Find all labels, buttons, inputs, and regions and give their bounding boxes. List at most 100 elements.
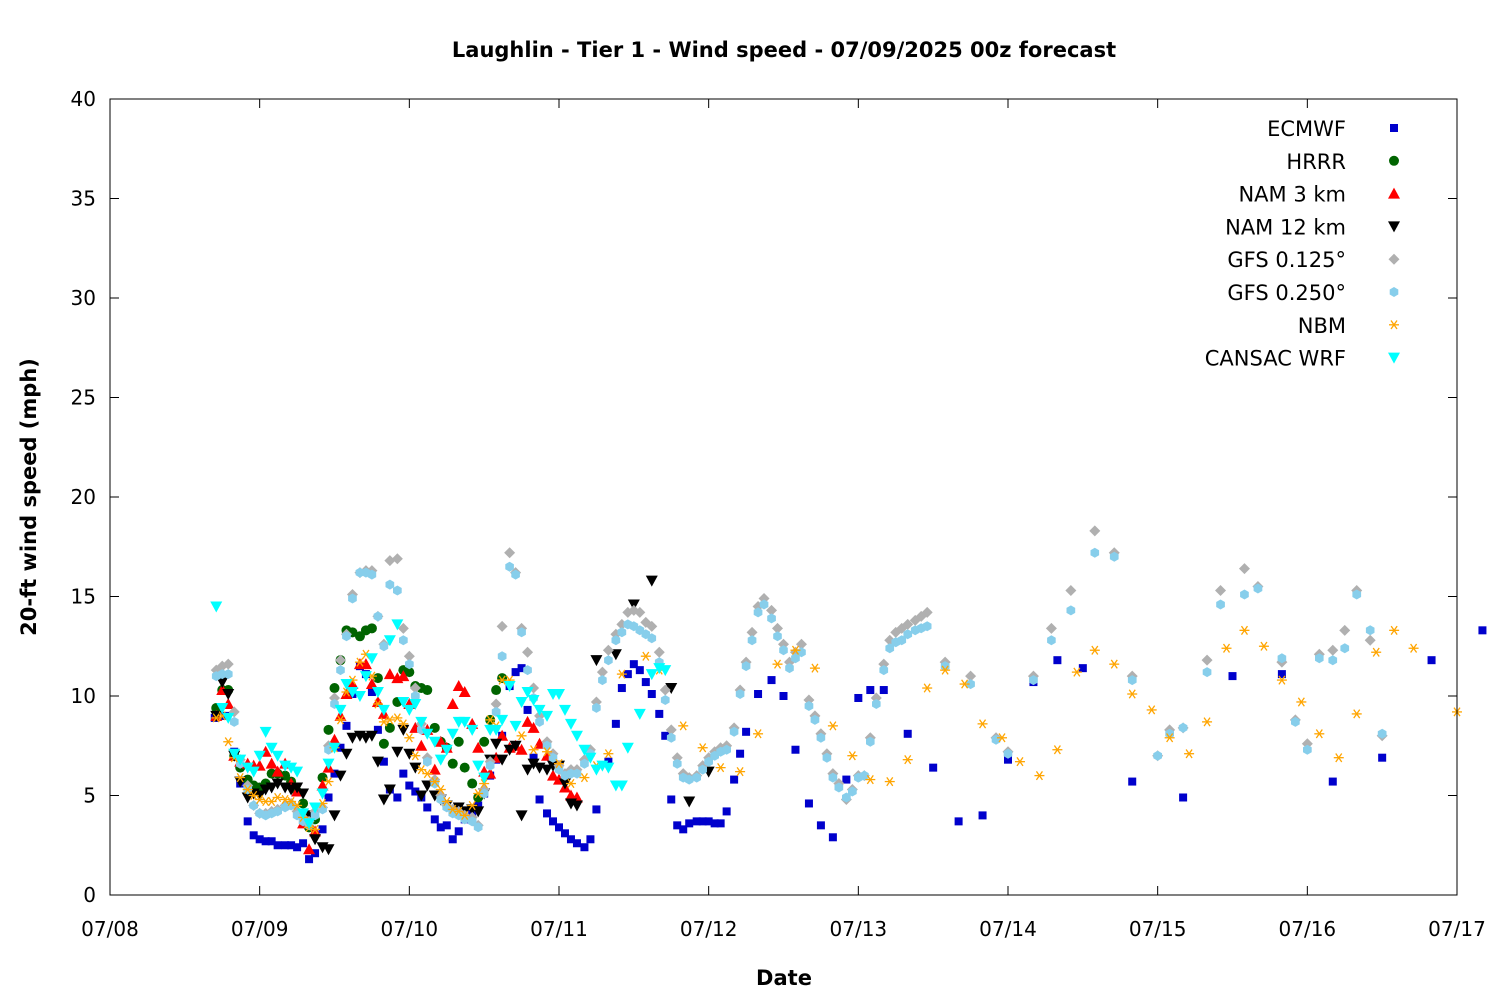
data-point	[683, 796, 696, 808]
data-point	[253, 750, 266, 762]
data-point	[242, 784, 253, 795]
data-point	[921, 606, 933, 618]
data-point	[247, 766, 260, 778]
data-point	[722, 744, 731, 755]
data-point	[527, 694, 540, 706]
legend-label: GFS 0.125°	[1227, 248, 1346, 272]
data-point	[1029, 675, 1038, 686]
data-point	[415, 739, 428, 751]
data-point	[1146, 705, 1157, 715]
data-point	[1277, 653, 1287, 664]
data-point	[1389, 625, 1400, 635]
data-point	[603, 749, 614, 759]
data-point	[596, 666, 608, 678]
data-point	[854, 693, 863, 702]
data-point	[421, 728, 434, 740]
data-point	[373, 725, 382, 734]
data-point	[1314, 729, 1325, 739]
data-point	[965, 670, 977, 682]
data-point	[847, 751, 858, 761]
data-point	[558, 704, 571, 716]
data-point	[334, 770, 347, 782]
data-point	[346, 732, 359, 744]
data-point	[660, 695, 670, 705]
data-point	[243, 817, 252, 826]
data-point	[281, 841, 290, 850]
data-point	[822, 752, 832, 763]
data-point	[391, 553, 403, 565]
data-point	[1128, 777, 1137, 786]
data-point	[359, 671, 372, 683]
data-point	[759, 599, 769, 610]
data-point	[372, 673, 383, 684]
data-point	[328, 733, 341, 745]
data-point	[1371, 647, 1382, 657]
data-point	[866, 736, 875, 747]
data-point	[790, 645, 801, 655]
data-point	[379, 757, 388, 766]
data-point	[329, 683, 340, 694]
data-point	[722, 807, 731, 816]
data-point	[305, 855, 314, 864]
data-point	[336, 665, 345, 676]
data-point	[659, 665, 672, 677]
data-point	[346, 678, 359, 690]
data-point	[566, 835, 575, 844]
data-point	[521, 687, 534, 699]
data-point	[503, 681, 516, 693]
data-point	[1215, 585, 1227, 597]
data-point	[804, 799, 813, 808]
data-point	[285, 762, 298, 774]
data-point	[446, 728, 459, 740]
data-point	[298, 798, 309, 809]
data-point	[423, 803, 432, 812]
data-point	[1047, 635, 1056, 646]
data-point	[772, 622, 784, 634]
chart-title: Laughlin - Tier 1 - Wind speed - 07/09/2…	[452, 38, 1116, 62]
data-point	[511, 569, 520, 580]
data-point	[753, 607, 763, 618]
data-point	[1065, 585, 1077, 597]
data-point	[303, 818, 316, 830]
data-point	[490, 738, 503, 750]
data-point	[634, 606, 646, 618]
legend-label: CANSAC WRF	[1205, 347, 1346, 371]
data-point	[541, 710, 554, 722]
data-point	[272, 792, 283, 803]
data-point	[698, 817, 707, 826]
data-point	[517, 664, 526, 673]
data-point	[496, 620, 508, 632]
data-point	[879, 686, 888, 695]
data-point	[641, 678, 650, 687]
data-point	[553, 689, 565, 701]
data-point	[222, 658, 234, 670]
data-point	[541, 764, 554, 776]
data-point	[779, 645, 788, 656]
data-point	[393, 793, 402, 802]
data-point	[753, 729, 764, 739]
data-point	[879, 665, 889, 676]
data-point	[458, 716, 471, 728]
data-point	[435, 784, 446, 795]
data-point	[698, 764, 707, 775]
data-point	[383, 668, 396, 680]
data-point	[265, 782, 278, 794]
data-point	[421, 780, 434, 792]
data-point	[1258, 641, 1269, 651]
data-point	[623, 670, 632, 679]
data-point	[459, 810, 470, 821]
data-point	[384, 722, 395, 733]
data-point	[434, 754, 447, 766]
data-point	[222, 689, 235, 701]
data-point	[940, 665, 951, 675]
data-point	[373, 611, 383, 622]
data-point	[1045, 622, 1057, 634]
data-point	[452, 680, 465, 692]
data-point	[592, 702, 601, 713]
data-point	[411, 787, 420, 796]
data-point	[692, 817, 701, 826]
data-point	[496, 729, 509, 741]
data-point	[310, 810, 320, 821]
data-point	[310, 824, 321, 834]
legend-marker	[1390, 124, 1398, 132]
